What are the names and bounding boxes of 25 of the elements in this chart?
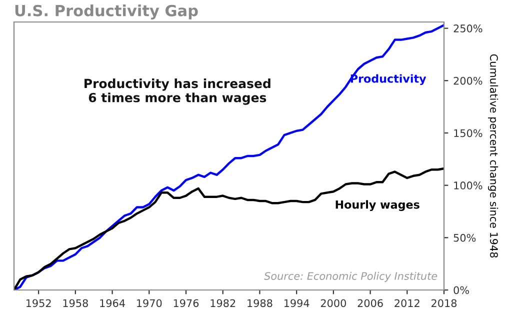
x-tick-label: 1952 xyxy=(26,299,51,308)
x-tick-label: 2000 xyxy=(320,299,346,308)
y-tick-label: 50% xyxy=(454,234,476,242)
y-tick-label: 200% xyxy=(454,76,482,85)
x-tick-label: 2006 xyxy=(358,299,383,308)
x-tick-label: 1994 xyxy=(284,299,310,308)
y-tick-label: 150% xyxy=(454,129,482,138)
series-label: Productivity xyxy=(350,74,426,86)
y-tick-label: 250% xyxy=(454,24,482,32)
x-tick-label: 1970 xyxy=(137,299,162,308)
chart-title: U.S. Productivity Gap xyxy=(15,4,198,20)
line-series xyxy=(14,24,444,290)
x-tick-label: 1964 xyxy=(100,299,125,308)
x-tick-label: 2012 xyxy=(394,299,420,308)
x-tick-label: 1982 xyxy=(210,299,236,308)
x-tick-label: 1958 xyxy=(63,299,88,308)
y-axis-title: Cumulative percent change since 1948 xyxy=(488,54,498,258)
x-tick-label: 1976 xyxy=(174,299,199,308)
y-tick-label: 0% xyxy=(454,286,469,294)
annotation: Productivity has increased 6 times more than wages xyxy=(84,78,270,105)
annotation: Source: Economic Policy Institute xyxy=(264,272,438,282)
x-tick-label: 1988 xyxy=(248,299,272,308)
x-tick-label: 2018 xyxy=(432,299,457,308)
y-tick-label: 100% xyxy=(454,182,482,190)
series-label: Hourly wages xyxy=(336,200,420,211)
